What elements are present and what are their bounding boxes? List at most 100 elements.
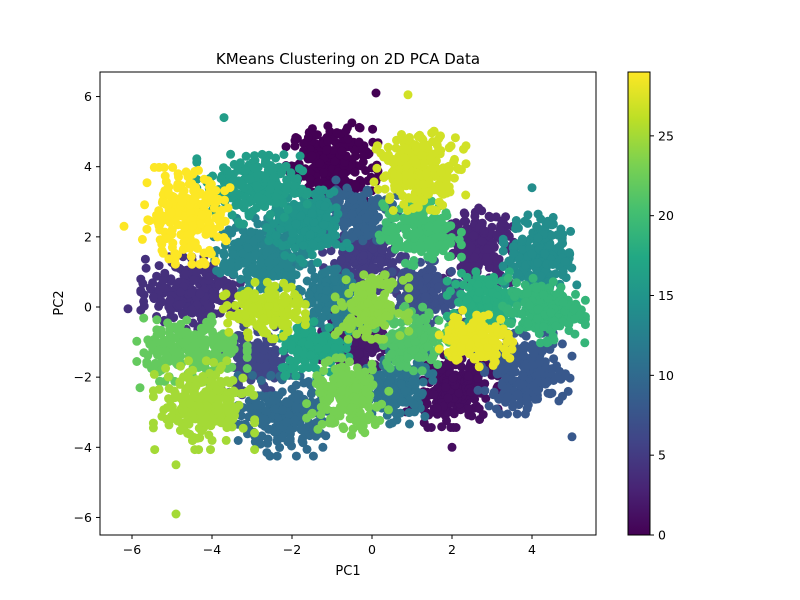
data-point — [540, 249, 550, 259]
data-point — [330, 311, 340, 321]
data-point — [341, 176, 351, 186]
data-point — [549, 354, 559, 364]
data-point — [341, 268, 351, 278]
data-point — [429, 389, 439, 399]
data-point — [394, 235, 404, 245]
data-point — [528, 381, 538, 391]
data-point — [269, 219, 279, 229]
data-point — [244, 174, 254, 184]
data-point — [318, 337, 328, 347]
data-point — [207, 312, 216, 322]
data-point — [299, 139, 309, 148]
data-point — [305, 174, 315, 184]
data-point — [159, 283, 169, 293]
data-point — [352, 329, 362, 339]
data-point — [509, 242, 518, 252]
data-point — [329, 268, 339, 278]
data-point — [337, 405, 347, 415]
data-point — [330, 343, 340, 353]
data-point — [348, 195, 358, 205]
data-point — [543, 388, 553, 398]
data-point — [368, 124, 378, 134]
data-point — [290, 189, 299, 198]
data-point — [464, 363, 474, 373]
data-point — [441, 208, 451, 218]
data-point — [522, 289, 532, 299]
data-point — [342, 183, 352, 193]
data-point — [409, 256, 419, 265]
data-point — [383, 379, 393, 389]
data-point — [351, 416, 361, 426]
data-point — [314, 343, 324, 353]
data-point — [182, 315, 192, 325]
data-point — [271, 231, 281, 241]
data-point — [255, 353, 265, 362]
data-point — [410, 407, 420, 417]
data-point — [328, 146, 338, 155]
data-point — [385, 363, 395, 373]
data-point — [508, 309, 518, 318]
data-point — [557, 339, 567, 349]
data-point — [373, 390, 383, 400]
data-point — [160, 268, 170, 278]
data-point — [278, 199, 288, 208]
data-point — [302, 199, 312, 209]
data-point — [350, 151, 360, 161]
data-point — [266, 370, 276, 380]
data-point — [512, 409, 522, 419]
data-point — [428, 352, 438, 362]
data-point — [358, 395, 367, 405]
data-point — [373, 300, 383, 310]
data-point — [367, 365, 377, 375]
data-point — [503, 392, 512, 401]
data-point — [569, 304, 579, 314]
data-point — [132, 357, 142, 366]
data-point — [205, 368, 215, 378]
data-point — [501, 212, 511, 222]
data-point — [302, 399, 312, 409]
data-point — [479, 226, 489, 235]
data-point — [224, 225, 234, 235]
data-point — [398, 275, 408, 285]
data-point — [453, 221, 463, 231]
data-point — [166, 274, 176, 284]
data-point — [414, 352, 424, 362]
data-point — [408, 230, 418, 239]
data-point — [282, 417, 292, 427]
data-point — [443, 393, 453, 403]
data-point — [316, 410, 326, 420]
data-point — [441, 382, 451, 392]
data-point — [325, 127, 335, 136]
chart-title: KMeans Clustering on 2D PCA Data — [216, 50, 480, 68]
data-point — [517, 309, 526, 319]
data-point — [192, 268, 202, 277]
data-point — [522, 397, 532, 407]
data-point — [186, 288, 196, 298]
data-point — [241, 151, 251, 161]
data-point — [233, 353, 243, 363]
data-point — [392, 409, 402, 419]
data-point — [561, 371, 571, 381]
data-point — [164, 328, 174, 338]
data-point — [195, 433, 205, 443]
data-point — [570, 314, 580, 324]
data-point — [322, 233, 332, 243]
data-point — [425, 263, 435, 273]
data-point — [477, 236, 487, 246]
data-point — [403, 242, 413, 252]
data-point — [351, 382, 361, 392]
data-point — [242, 364, 252, 373]
data-point — [512, 278, 521, 288]
data-point — [304, 339, 314, 349]
data-point — [306, 389, 316, 399]
data-point — [225, 342, 235, 352]
data-point — [268, 356, 278, 366]
data-point — [400, 301, 410, 311]
data-point — [287, 271, 297, 281]
data-point — [307, 208, 317, 218]
data-point — [560, 257, 570, 266]
data-point — [390, 244, 400, 254]
data-point — [300, 328, 309, 338]
data-point — [222, 166, 232, 175]
data-point — [432, 403, 442, 413]
